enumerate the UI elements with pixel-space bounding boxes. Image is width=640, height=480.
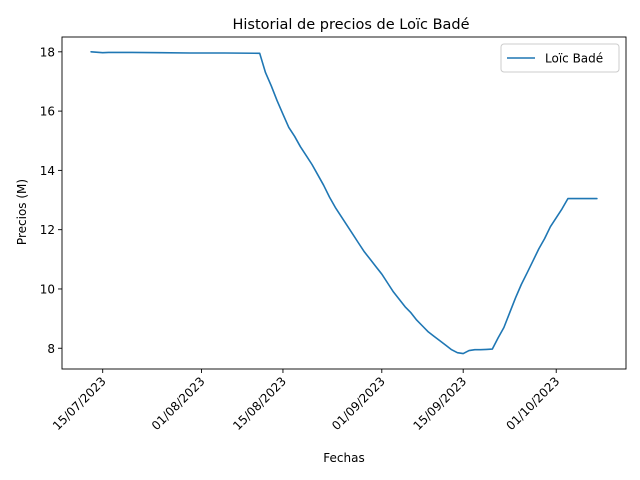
y-tick-label: 18 <box>40 45 55 59</box>
y-tick-label: 14 <box>40 164 55 178</box>
chart-title: Historial de precios de Loïc Badé <box>232 17 469 33</box>
series-line-0 <box>90 50 598 355</box>
y-tick-label: 10 <box>40 282 55 296</box>
y-tick-label: 16 <box>40 105 55 119</box>
legend-label: Loïc Badé <box>545 52 603 66</box>
legend-box <box>500 43 620 73</box>
legend: Loïc Badé <box>500 43 620 73</box>
x-axis-title: Fechas <box>323 451 364 465</box>
y-axis-title: Precios (M) <box>15 179 29 245</box>
y-tick-label: 12 <box>40 223 55 237</box>
y-tick-label: 8 <box>47 342 55 356</box>
axes-frame <box>61 36 627 370</box>
